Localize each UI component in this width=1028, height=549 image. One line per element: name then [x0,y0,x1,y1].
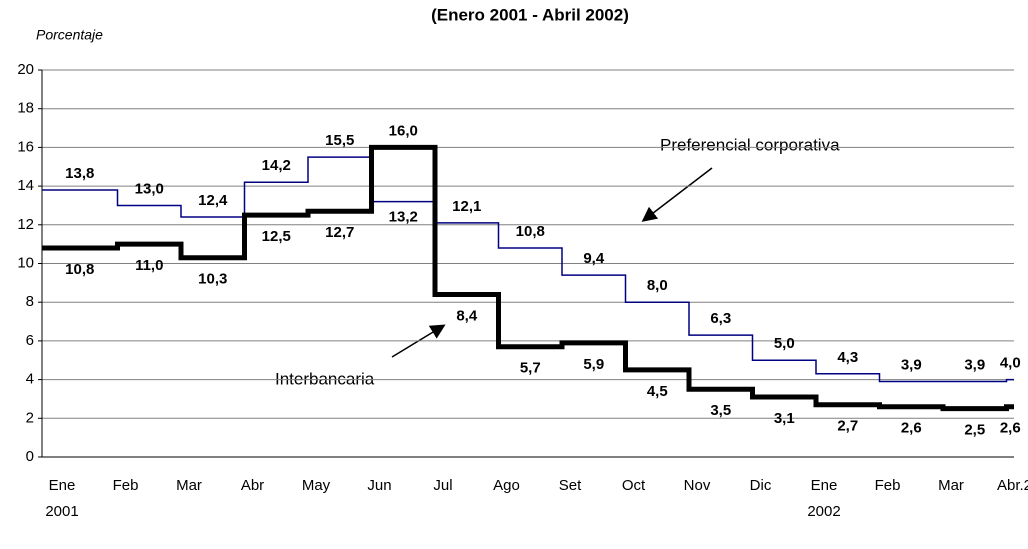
value-label: 3,1 [774,410,795,427]
value-label: 12,1 [452,198,481,215]
y-tick-label: 2 [26,409,34,426]
value-label: 4,0 [1000,355,1021,372]
value-label: 5,0 [774,335,795,352]
value-label: 12,7 [325,224,354,241]
value-label: 3,9 [964,357,985,374]
y-tick-label: 6 [26,332,34,349]
series-annotation: Preferencial corporativa [660,135,840,154]
arrow [391,324,446,358]
value-label: 4,5 [647,383,668,400]
value-label: 9,4 [583,250,605,267]
x-year-label: 2002 [807,503,840,520]
value-label: 10,8 [65,261,94,278]
y-tick-label: 12 [17,216,34,233]
value-label: 5,9 [583,356,604,373]
value-label: 13,2 [389,209,418,226]
value-label: 13,8 [65,165,94,182]
series-annotation: Interbancaria [275,369,375,388]
y-tick-label: 0 [26,448,34,465]
y-tick-label: 8 [26,293,34,310]
x-tick-label: Ene [49,477,76,494]
x-tick-label: Mar [938,477,964,494]
value-label: 10,8 [516,223,545,240]
x-tick-label: Oct [622,477,646,494]
value-label: 14,2 [262,157,291,174]
x-tick-label: Jun [367,477,391,494]
x-tick-label: Set [559,477,582,494]
x-tick-label: Jul [433,477,452,494]
y-tick-label: 14 [17,177,34,194]
x-tick-label: Feb [113,477,139,494]
y-tick-label: 16 [17,138,34,155]
y-axis-label: Porcentaje [36,27,103,43]
value-label: 8,0 [647,277,668,294]
x-tick-label: Feb [875,477,901,494]
x-tick-label: Dic [750,477,772,494]
value-label: 16,0 [389,122,418,139]
value-label: 15,5 [325,132,354,149]
arrow [641,167,713,222]
y-tick-label: 10 [17,254,34,271]
value-label: 3,5 [710,402,731,419]
y-tick-label: 4 [26,371,34,388]
value-label: 6,3 [710,310,731,327]
value-label: 12,4 [198,192,228,209]
x-tick-label: Abr [241,477,264,494]
y-tick-label: 18 [17,100,34,117]
x-tick-label: Ago [493,477,520,494]
value-label: 8,4 [456,307,478,324]
x-tick-label: Abr.2 [997,477,1028,494]
x-year-label: 2001 [45,503,78,520]
x-tick-label: Mar [176,477,202,494]
value-label: 12,5 [262,228,291,245]
x-tick-label: Nov [684,477,711,494]
value-label: 5,7 [520,360,541,377]
x-tick-label: Ene [811,477,838,494]
value-label: 2,5 [964,422,985,439]
value-label: 2,7 [837,418,858,435]
x-tick-label: May [302,477,331,494]
series-line [42,144,1014,412]
value-label: 2,6 [901,420,922,437]
value-label: 2,6 [1000,420,1021,437]
chart-title: (Enero 2001 - Abril 2002) [431,5,629,24]
value-label: 3,9 [901,357,922,374]
y-tick-label: 20 [17,61,34,78]
value-label: 10,3 [198,271,227,288]
value-label: 11,0 [135,257,163,274]
value-label: 13,0 [135,180,164,197]
value-label: 4,3 [837,349,858,366]
